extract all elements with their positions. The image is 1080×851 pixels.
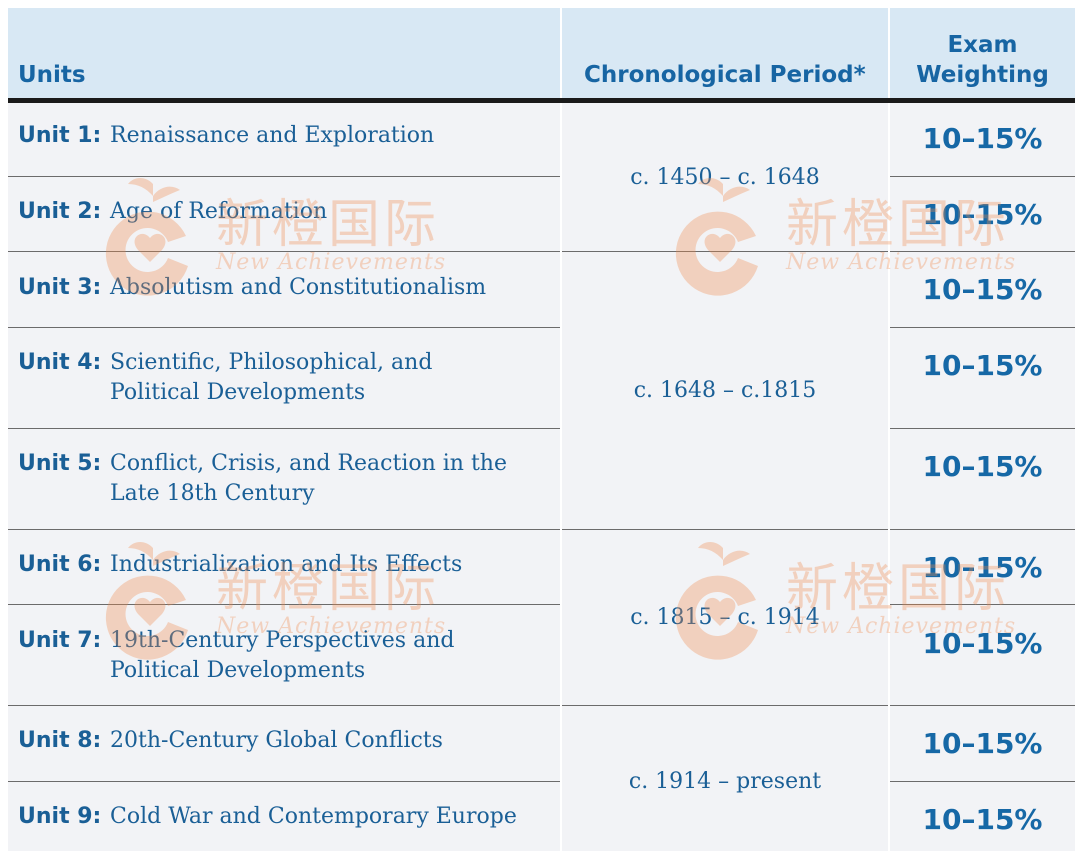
divider	[890, 251, 1075, 252]
header-rule	[8, 98, 1075, 103]
period-label: c. 1648 – c.1815	[633, 378, 817, 403]
divider	[8, 428, 560, 429]
unit-number: Unit 7:	[18, 628, 102, 653]
unit-number: Unit 8:	[18, 728, 102, 753]
unit-title: Conflict, Crisis, and Reaction in the La…	[110, 451, 507, 506]
unit-number: Unit 6:	[18, 552, 102, 577]
weighting-header-line1: Exam	[947, 32, 1018, 58]
period-label: c. 1914 – present	[628, 769, 822, 794]
exam-weighting: 10–15%	[922, 450, 1043, 483]
exam-weighting: 10–15%	[922, 803, 1043, 836]
unit-number: Unit 1:	[18, 123, 102, 148]
exam-weighting: 10–15%	[922, 349, 1043, 382]
units-column-bg	[8, 8, 560, 851]
unit-title: Cold War and Contemporary Europe	[110, 804, 517, 829]
divider	[8, 251, 560, 252]
unit-title: Age of Reformation	[110, 199, 328, 224]
period-column-bg	[562, 8, 888, 851]
exam-weighting: 10–15%	[922, 627, 1043, 660]
period-header: Chronological Period*	[584, 62, 866, 88]
unit-title: Industrialization and Its Effects	[110, 552, 463, 577]
unit-title: 20th-Century Global Conflicts	[110, 728, 443, 753]
period-header-bg	[562, 8, 888, 98]
divider	[890, 176, 1075, 177]
divider	[890, 781, 1075, 782]
divider	[8, 705, 560, 706]
unit-number: Unit 3:	[18, 275, 102, 300]
weighting-header-line2: Weighting	[916, 62, 1049, 88]
exam-weighting: 10–15%	[922, 198, 1043, 231]
divider	[8, 327, 560, 328]
divider	[8, 781, 560, 782]
divider	[890, 529, 1075, 530]
unit-number: Unit 9:	[18, 804, 102, 829]
exam-weighting: 10–15%	[922, 273, 1043, 306]
weighting-header-bg	[890, 8, 1075, 98]
units-header: Units	[18, 62, 86, 88]
divider	[890, 604, 1075, 605]
unit-number: Unit 4:	[18, 350, 102, 375]
unit-title: Scientific, Philosophical, and Political…	[110, 350, 433, 405]
divider	[8, 529, 560, 530]
unit-title: 19th-Century Perspectives and Political …	[110, 628, 455, 683]
divider	[890, 327, 1075, 328]
divider	[562, 529, 888, 530]
period-label: c. 1450 – c. 1648	[630, 165, 820, 190]
weighting-column-bg	[890, 8, 1075, 851]
divider	[8, 176, 560, 177]
unit-title: Renaissance and Exploration	[110, 123, 435, 148]
divider	[8, 604, 560, 605]
units-header-bg	[8, 8, 560, 98]
unit-title: Absolutism and Constitutionalism	[110, 275, 487, 300]
divider	[890, 428, 1075, 429]
divider	[562, 251, 888, 252]
divider	[890, 705, 1075, 706]
unit-number: Unit 5:	[18, 451, 102, 476]
unit-number: Unit 2:	[18, 199, 102, 224]
exam-weighting: 10–15%	[922, 727, 1043, 760]
exam-weighting: 10–15%	[922, 551, 1043, 584]
exam-weighting: 10–15%	[922, 122, 1043, 155]
period-label: c. 1815 – c. 1914	[630, 605, 820, 630]
divider	[562, 705, 888, 706]
